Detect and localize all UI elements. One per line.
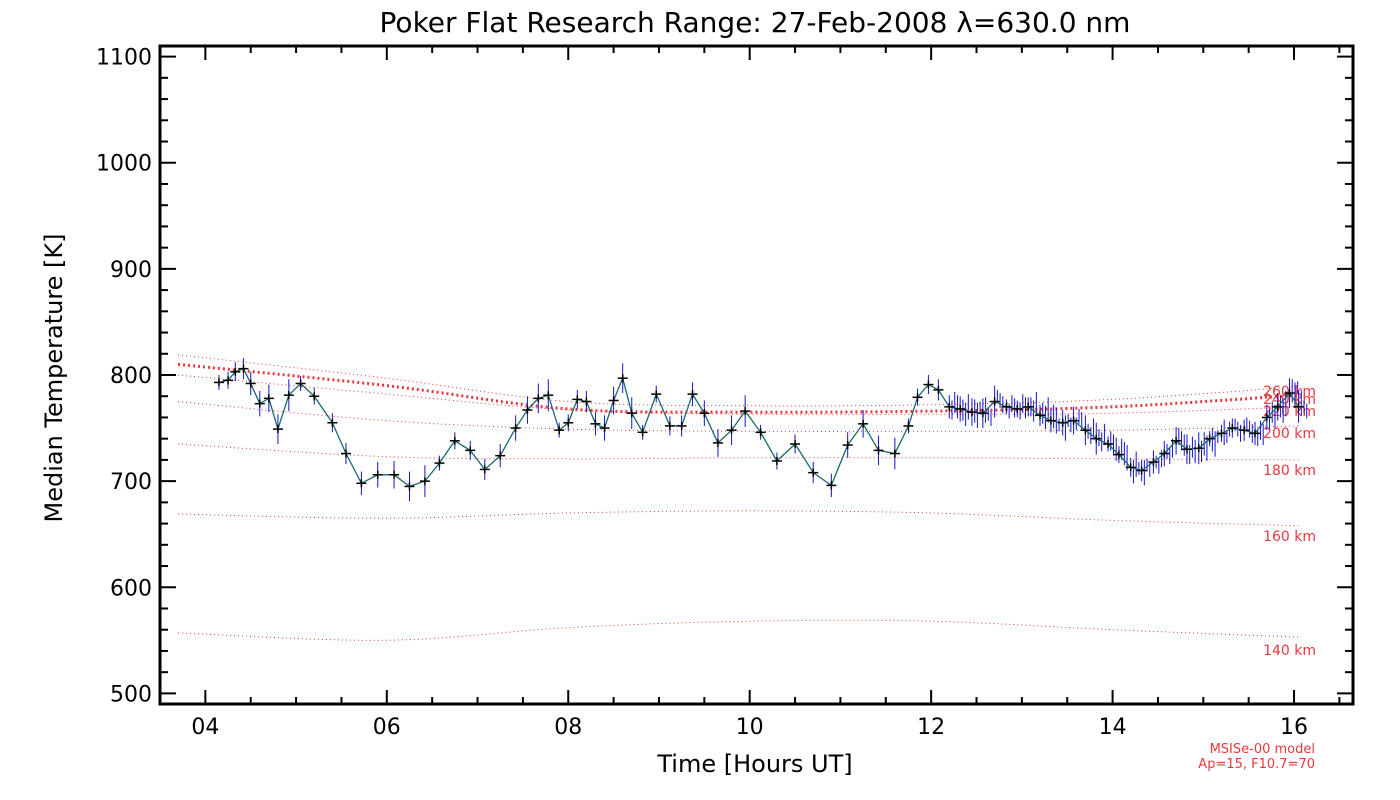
y-tick-label: 1100 <box>96 46 152 71</box>
model-label-160-km: 160 km <box>1263 529 1316 545</box>
model-label-180-km: 180 km <box>1263 463 1316 479</box>
chart-title: Poker Flat Research Range: 27-Feb-2008 λ… <box>380 6 1131 39</box>
x-tick-label: 16 <box>1280 715 1308 740</box>
model-curve-160-km <box>178 510 1299 527</box>
y-tick-label: 900 <box>110 258 152 283</box>
y-tick-label: 800 <box>110 364 152 389</box>
data-line <box>218 367 1300 488</box>
y-tick-label: 500 <box>110 682 152 707</box>
model-note-line-1: MSISe-00 model <box>1210 742 1315 757</box>
model-curve-140-km <box>178 619 1299 641</box>
model-label-140-km: 140 km <box>1263 643 1316 659</box>
y-axis-label: Median Temperature [K] <box>40 233 68 522</box>
model-curve-200-km <box>178 401 1299 432</box>
model-curve-260-km <box>178 354 1299 407</box>
model-note-line-2: Ap=15, F10.7=70 <box>1198 757 1315 772</box>
data-series <box>213 358 1308 502</box>
x-tick-label: 10 <box>736 715 764 740</box>
y-axis: 500 600 700 800 900 1000 1100 <box>96 46 1353 707</box>
x-tick-label: 06 <box>373 715 401 740</box>
x-tick-label: 08 <box>554 715 582 740</box>
model-label-200-km: 200 km <box>1263 426 1316 442</box>
plot-frame <box>158 44 1355 706</box>
y-tick-label: 600 <box>110 576 152 601</box>
x-tick-label: 04 <box>191 715 219 740</box>
y-tick-label: 1000 <box>96 152 152 177</box>
model-curve-180-km <box>178 443 1299 461</box>
x-tick-label: 12 <box>917 715 945 740</box>
x-axis: 04 06 08 10 12 14 16 <box>159 46 1341 740</box>
y-tick-label: 700 <box>110 470 152 495</box>
model-curve-240-km <box>177 362 1299 414</box>
model-curve-220-km <box>178 374 1299 416</box>
x-tick-label: 14 <box>1099 715 1127 740</box>
x-axis-label: Time [Hours UT] <box>656 750 852 778</box>
